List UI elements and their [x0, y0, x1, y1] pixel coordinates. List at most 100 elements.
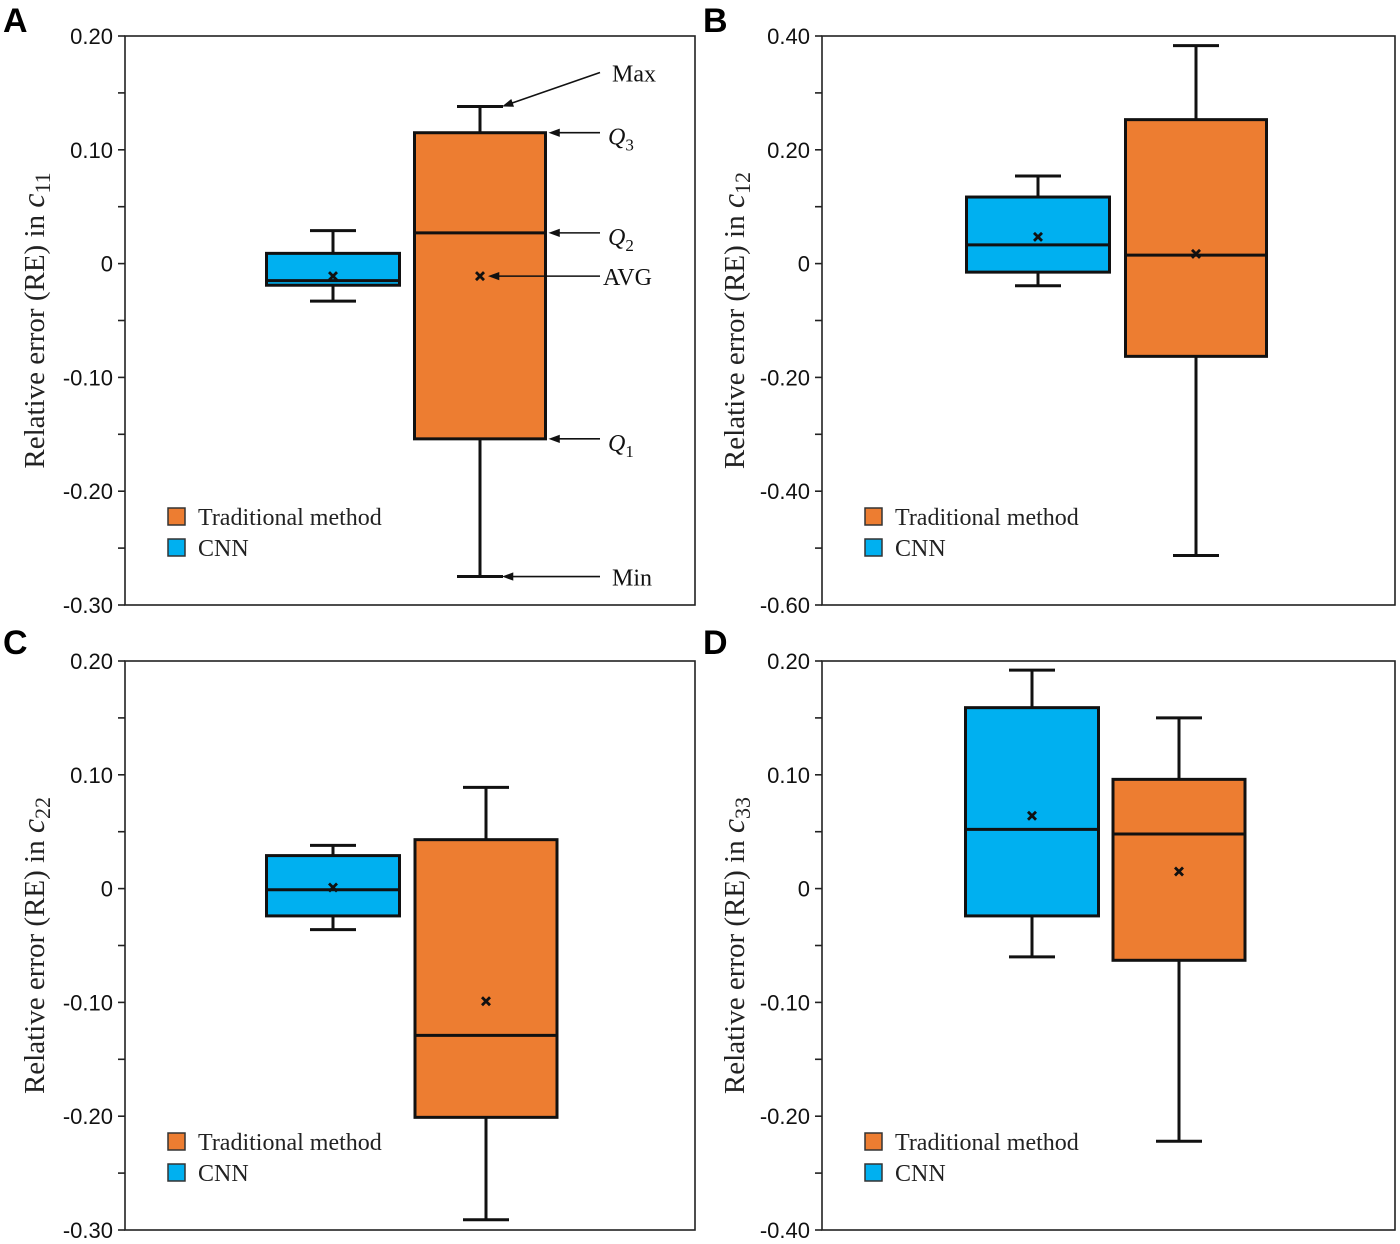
- annotation-label: Q2: [608, 225, 634, 255]
- box-cnn: [265, 843, 401, 932]
- y-axis-label: Relative error (RE) in c11: [15, 172, 55, 468]
- legend-swatch: [864, 1163, 883, 1182]
- arrow-head-icon: [548, 128, 560, 137]
- arrow-head-icon: [502, 98, 514, 107]
- mean-marker: [1033, 231, 1043, 242]
- y-tick-label: -0.10: [63, 990, 113, 1015]
- mean-marker: [475, 271, 485, 282]
- y-tick-label: 0.10: [70, 763, 113, 788]
- y-tick-label: -0.40: [760, 1218, 810, 1243]
- annotation-text: AVG: [603, 265, 652, 291]
- y-axis-label: Relative error (RE) in c12: [715, 172, 755, 469]
- y-axis-label-prefix: Relative error (RE) in: [719, 833, 751, 1094]
- legend-label: CNN: [198, 1161, 249, 1187]
- arrow-head-icon: [488, 272, 500, 281]
- mean-marker: [328, 271, 338, 282]
- y-axis-label-sub: 33: [730, 797, 755, 819]
- annotation-sub: 3: [625, 136, 634, 155]
- annotation-max: Max: [502, 62, 656, 107]
- panel-letter: D: [703, 624, 728, 662]
- legend-label: CNN: [198, 536, 249, 562]
- y-axis-label-sub: 11: [30, 172, 55, 193]
- annotation-mean: AVG: [488, 265, 652, 291]
- legend-label: CNN: [895, 1161, 946, 1187]
- y-tick-label: 0.20: [767, 649, 810, 674]
- box-cnn: [965, 174, 1111, 288]
- legend-swatch: [167, 507, 186, 526]
- iqr-box: [964, 706, 1100, 918]
- annotation-text: Q: [608, 125, 625, 151]
- box-traditional: [1124, 44, 1268, 557]
- legend-swatch: [167, 538, 186, 557]
- annotation-q3: Q3: [548, 125, 634, 155]
- legend-label: CNN: [895, 536, 946, 562]
- y-tick-label: 0: [101, 252, 113, 277]
- box-cnn: [265, 229, 401, 303]
- y-tick-label: 0.10: [70, 138, 113, 163]
- iqr-box: [1124, 118, 1268, 358]
- y-axis-label-prefix: Relative error (RE) in: [19, 833, 51, 1094]
- y-tick-label: 0.10: [767, 763, 810, 788]
- y-axis-label-sub: 22: [30, 797, 55, 819]
- panel-letter: C: [3, 624, 28, 662]
- annotation-text: Min: [612, 566, 652, 592]
- legend-swatch: [864, 507, 883, 526]
- arrow-head-icon: [548, 228, 560, 237]
- y-tick-label: -0.20: [63, 1104, 113, 1129]
- panel-letter: B: [703, 2, 728, 40]
- annotation-median: Q2: [548, 225, 634, 255]
- legend-swatch: [864, 1132, 883, 1151]
- annotation-label: Q1: [608, 431, 634, 461]
- y-axis-label: Relative error (RE) in c33: [715, 797, 755, 1094]
- box-traditional: [413, 105, 547, 579]
- y-axis-label-var: c: [15, 194, 51, 208]
- box-traditional: [1111, 716, 1247, 1143]
- annotation-label: AVG: [603, 265, 652, 291]
- y-tick-label: 0: [798, 877, 810, 902]
- arrow-head-icon: [548, 434, 560, 443]
- y-tick-label: 0.20: [70, 649, 113, 674]
- y-tick-label: -0.20: [760, 1104, 810, 1129]
- y-tick-label: -0.30: [63, 1218, 113, 1243]
- y-axis-label: Relative error (RE) in c22: [15, 797, 55, 1094]
- y-tick-label: -0.20: [63, 479, 113, 504]
- y-tick-label: 0: [798, 252, 810, 277]
- annotation-label: Max: [612, 62, 656, 88]
- annotation-sub: 1: [625, 442, 634, 461]
- y-tick-label: 0: [101, 877, 113, 902]
- legend-label: Traditional method: [198, 1130, 382, 1156]
- y-axis-label-prefix: Relative error (RE) in: [719, 208, 751, 469]
- annotation-label: Min: [612, 566, 652, 592]
- mean-marker: [1027, 810, 1037, 821]
- y-axis-label-var: c: [715, 194, 751, 208]
- y-tick-label: -0.30: [63, 593, 113, 618]
- box-cnn: [964, 668, 1100, 959]
- annotation-q1: Q1: [548, 431, 634, 461]
- y-tick-label: 0.20: [767, 138, 810, 163]
- annotation-min: Min: [502, 566, 652, 592]
- panel-a: A 0.20 0.10 0 -0.10 -0.20 -0.30 Relative error …: [3, 2, 696, 618]
- y-tick-label: -0.10: [760, 990, 810, 1015]
- y-axis-label-var: c: [15, 819, 51, 833]
- mean-marker: [481, 996, 491, 1007]
- panel-b: B 0.40 0.20 0 -0.20 -0.40 -0.60 Relative error …: [703, 2, 1396, 618]
- arrow-head-icon: [502, 572, 514, 581]
- annotation-text: Q: [608, 225, 625, 251]
- y-axis-label-sub: 12: [730, 172, 755, 194]
- y-tick-label: -0.10: [63, 365, 113, 390]
- mean-marker: [1191, 248, 1201, 259]
- y-tick-label: 0.20: [70, 24, 113, 49]
- legend-swatch: [167, 1132, 186, 1151]
- legend-label: Traditional method: [895, 505, 1079, 531]
- annotation-text: Q: [608, 431, 625, 457]
- iqr-box: [965, 195, 1111, 274]
- mean-marker: [328, 882, 338, 893]
- annotation-label: Q3: [608, 125, 634, 155]
- box-traditional: [413, 785, 559, 1222]
- y-tick-label: -0.20: [760, 365, 810, 390]
- legend-swatch: [864, 538, 883, 557]
- legend-label: Traditional method: [198, 505, 382, 531]
- mean-marker: [1174, 866, 1184, 877]
- panel-letter: A: [3, 2, 28, 40]
- annotation-text: Max: [612, 62, 656, 88]
